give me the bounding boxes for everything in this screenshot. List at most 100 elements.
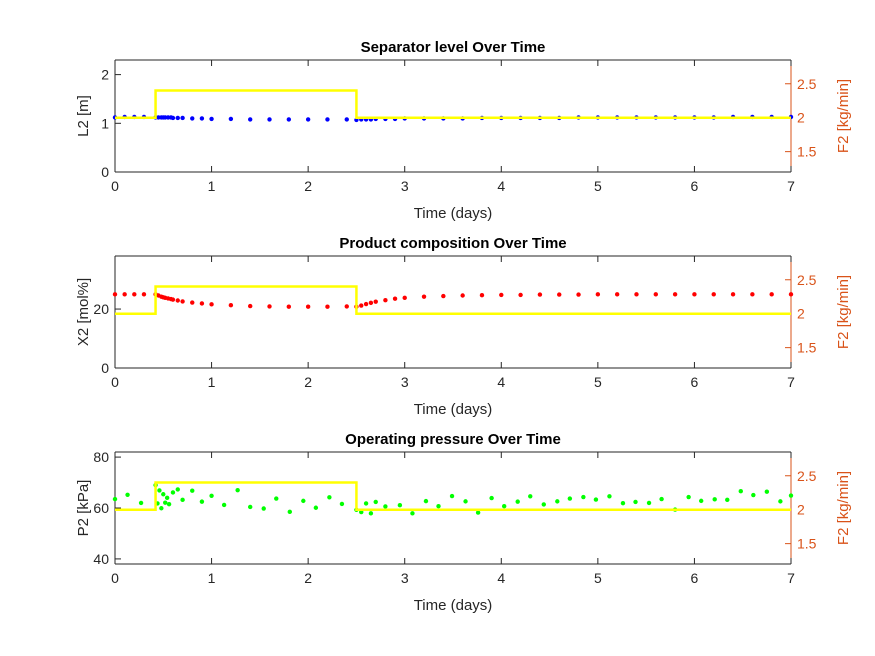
data-point [576, 292, 581, 297]
data-point [248, 504, 253, 510]
x-tick-label: 4 [497, 178, 505, 194]
data-point [344, 304, 349, 309]
data-point [199, 499, 205, 504]
x-tick-label: 7 [787, 178, 795, 194]
x-tick-label: 5 [594, 374, 602, 390]
data-point [359, 509, 364, 515]
data-point [274, 496, 279, 501]
data-point [788, 292, 794, 297]
y-tick-label: 1 [101, 115, 109, 131]
data-point [112, 496, 118, 502]
data-point [235, 487, 240, 493]
feed-rate-step-line [115, 285, 791, 315]
x-tick-label: 1 [208, 374, 216, 390]
data-point [788, 493, 794, 498]
data-point [463, 499, 468, 504]
y-axis-label: X2 [mol%] [75, 278, 92, 346]
x-tick-label: 4 [497, 374, 505, 390]
data-point [769, 292, 774, 297]
data-point [410, 511, 415, 516]
x-tick-label: 1 [208, 178, 216, 194]
data-point [170, 490, 176, 495]
data-point [159, 506, 164, 511]
data-point [305, 304, 311, 309]
data-point [363, 501, 369, 506]
x-tick-label: 5 [594, 178, 602, 194]
x-axis-label: Time (days) [414, 205, 493, 222]
data-point [267, 304, 272, 309]
x-tick-label: 7 [787, 570, 795, 586]
data-point [614, 292, 620, 297]
x-tick-label: 0 [111, 374, 119, 390]
data-point [725, 497, 730, 503]
subplot-1: 0 1 2 3 4 5 6 7 0 1 2 1.5 2 2.5 Separator level Over T… [75, 39, 852, 222]
data-point [166, 501, 172, 507]
data-point [475, 510, 481, 515]
data-point [141, 292, 147, 297]
data-point [180, 299, 185, 304]
data-point [344, 117, 349, 122]
subplot-2: 0 1 2 3 4 5 6 7 0 20 1.5 2 2.5 Product composition Ov… [75, 235, 852, 418]
data-point [170, 297, 176, 302]
data-point [112, 292, 118, 297]
data-point [286, 117, 292, 122]
data-point [436, 504, 441, 509]
data-point [301, 498, 306, 504]
feed-rate-step-line [115, 481, 791, 511]
data-point [339, 501, 345, 507]
data-point [528, 494, 533, 499]
data-point [581, 494, 586, 500]
data-point [359, 303, 364, 308]
data-point [730, 292, 736, 297]
data-point [325, 304, 330, 309]
x-tick-label: 0 [111, 178, 119, 194]
data-point [325, 117, 330, 122]
data-point [163, 500, 168, 505]
data-point [209, 116, 214, 122]
right-tick-label: 2 [797, 306, 805, 322]
data-point [712, 497, 717, 502]
data-point [738, 489, 743, 494]
y-tick-label: 60 [93, 500, 109, 516]
subplot-title: Operating pressure Over Time [345, 431, 561, 448]
x-tick-label: 4 [497, 570, 505, 586]
data-point [221, 502, 227, 508]
data-point [175, 487, 180, 492]
data-point [157, 488, 162, 493]
y-axis-label: L2 [m] [75, 95, 92, 137]
data-point [692, 292, 697, 297]
right-tick-label: 2 [797, 502, 805, 518]
data-point [460, 293, 465, 298]
right-tick-label: 1.5 [797, 536, 817, 552]
data-point [287, 509, 292, 515]
y-tick-label: 20 [93, 301, 109, 317]
x-tick-label: 5 [594, 570, 602, 586]
right-tick-label: 2 [797, 110, 805, 126]
x-axis-label: Time (days) [414, 597, 493, 614]
data-point [209, 493, 214, 498]
data-point [228, 303, 234, 308]
x-tick-label: 6 [691, 570, 699, 586]
x-tick-label: 3 [401, 570, 409, 586]
data-point [441, 293, 446, 299]
data-point [175, 115, 180, 121]
data-point [327, 495, 332, 500]
data-point [489, 495, 494, 501]
data-point [537, 292, 543, 297]
data-point [751, 492, 756, 498]
y-tick-label: 2 [101, 67, 109, 83]
subplot-title: Separator level Over Time [361, 39, 546, 56]
data-point [423, 498, 429, 504]
data-point [449, 493, 455, 499]
y-tick-label: 0 [101, 164, 109, 180]
data-point [138, 500, 144, 506]
data-point [402, 295, 407, 301]
data-point [698, 498, 704, 504]
right-tick-label: 1.5 [797, 340, 817, 356]
data-point [595, 292, 601, 297]
feed-rate-step-line [115, 89, 791, 119]
data-point [397, 503, 403, 508]
right-tick-label: 2.5 [797, 468, 817, 484]
data-point [479, 293, 485, 298]
data-point [161, 492, 166, 497]
